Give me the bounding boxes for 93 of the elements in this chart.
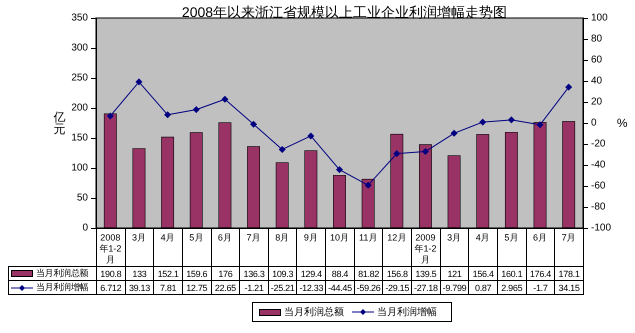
x-tick-label: 12月 <box>387 232 406 242</box>
point <box>565 84 572 91</box>
data-label: 88.4 <box>326 266 354 280</box>
data-label: -29.15 <box>382 280 412 294</box>
data-label: -12.33 <box>296 280 326 294</box>
x-tick-label: 3月 <box>447 232 462 242</box>
x-tick-label: 11月 <box>358 232 378 242</box>
x-tick-label: 3月 <box>132 232 146 242</box>
data-label: 121 <box>440 266 469 280</box>
data-label: 22.65 <box>211 280 240 294</box>
y2-axis-title: % <box>616 116 628 130</box>
x-tick-label: 4月 <box>476 232 490 242</box>
x-tick-label: 2008年1-2月 <box>99 232 122 264</box>
data-label: 176.4 <box>526 266 555 280</box>
y2-tick-label: -100 <box>591 222 612 234</box>
y-tick-label: 350 <box>71 12 88 24</box>
y-tick-label: 100 <box>71 162 88 174</box>
data-label: 136.3 <box>240 266 268 280</box>
data-label: 160.1 <box>497 266 526 280</box>
data-label: 0.87 <box>468 280 498 294</box>
point <box>106 112 114 120</box>
data-label: 39.13 <box>125 280 154 294</box>
data-label: 133 <box>125 266 154 280</box>
y2-tick-label: -40 <box>591 160 606 170</box>
point <box>192 106 200 114</box>
data-label: 159.6 <box>182 266 212 280</box>
data-label: -1.21 <box>240 280 268 294</box>
y-tick-label: 0 <box>82 222 88 234</box>
data-label: 176 <box>211 266 240 280</box>
y-tick-label: 50 <box>76 192 88 204</box>
data-label: 190.8 <box>96 266 126 280</box>
data-label: 156.4 <box>468 266 498 280</box>
point <box>508 116 515 124</box>
y2-tick-label: 0 <box>591 118 597 128</box>
point <box>278 146 286 153</box>
data-label: -59.26 <box>354 280 383 294</box>
data-label: 156.8 <box>382 266 412 280</box>
data-label: 81.82 <box>354 266 383 280</box>
point <box>393 150 400 158</box>
data-label: -9.799 <box>440 280 469 294</box>
x-tick-label: 10月 <box>330 232 350 242</box>
y-tick-label: 300 <box>71 42 88 54</box>
x-tick-label: 6月 <box>218 232 232 242</box>
point <box>364 182 372 189</box>
data-label: 12.75 <box>182 280 212 294</box>
point <box>221 96 228 103</box>
data-label: -44.45 <box>326 280 354 294</box>
y-tick-label: 200 <box>71 102 88 114</box>
text: 当月利润增幅 <box>377 307 437 318</box>
x-tick-label: 6月 <box>533 232 548 242</box>
point <box>422 148 429 156</box>
point <box>479 118 486 126</box>
point <box>450 130 458 137</box>
data-label: -25.21 <box>268 280 297 294</box>
y-axis-title: 亿元 <box>52 110 66 136</box>
data-label: 34.15 <box>554 280 584 294</box>
y2-tick-label: 40 <box>591 76 603 86</box>
x-tick-label: 7月 <box>562 232 576 242</box>
x-tick-label: 9月 <box>304 232 318 242</box>
x-tick-label: 5月 <box>189 232 204 242</box>
point <box>336 166 343 174</box>
text: 当月利润总额 <box>284 307 344 318</box>
y2-tick-label: 60 <box>591 54 603 66</box>
data-label: 6.712 <box>96 280 126 294</box>
point <box>536 121 544 128</box>
legend-label: 当月利润总额 <box>8 266 96 280</box>
point <box>250 120 258 128</box>
data-label: 7.81 <box>154 280 182 294</box>
y2-tick-label: 20 <box>591 96 603 108</box>
data-label: 2.965 <box>497 280 526 294</box>
data-label: 152.1 <box>154 266 182 280</box>
data-label: -27.18 <box>412 280 440 294</box>
y2-tick-label: 100 <box>591 12 608 24</box>
y-tick-label: 150 <box>71 132 88 144</box>
point <box>307 132 314 140</box>
data-label: 178.1 <box>554 266 584 280</box>
legend-label: 当月利润增幅 <box>8 280 96 294</box>
data-label: -1.7 <box>526 280 555 294</box>
x-tick-label: 8月 <box>275 232 290 242</box>
y-tick-label: 250 <box>71 72 88 84</box>
y2-tick-label: -80 <box>591 202 606 212</box>
y2-tick-label: -60 <box>591 180 606 192</box>
x-tick-label: 4月 <box>160 232 175 242</box>
point <box>164 111 172 118</box>
data-label: 129.4 <box>296 266 326 280</box>
data-label: 139.5 <box>412 266 440 280</box>
data-label: 109.3 <box>268 266 297 280</box>
x-tick-label: 5月 <box>504 232 518 242</box>
x-tick-label: 2009年1-2月 <box>414 232 436 264</box>
x-tick-label: 7月 <box>246 232 261 242</box>
y2-tick-label: 80 <box>591 34 603 44</box>
y2-tick-label: -20 <box>591 138 606 150</box>
point <box>135 78 142 86</box>
